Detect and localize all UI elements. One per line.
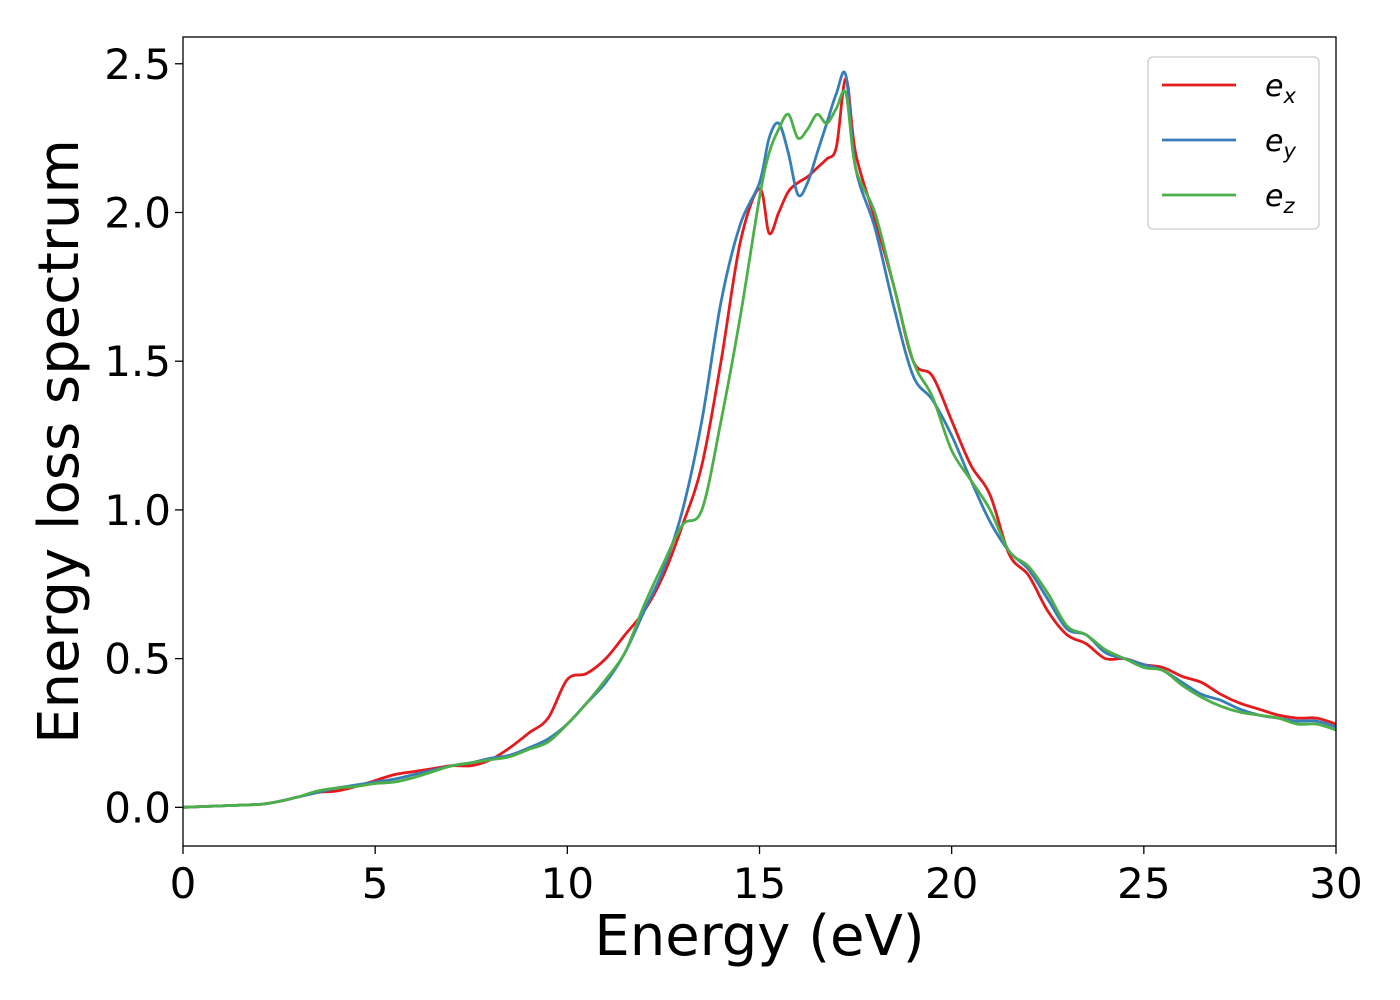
x-axis-ticks: 0 5 10 15 20 25 30 xyxy=(170,846,1363,908)
series-line-ez xyxy=(183,89,1336,809)
legend-label-ez: ez xyxy=(1265,179,1295,218)
series-lines xyxy=(183,70,1336,809)
x-tick-label: 25 xyxy=(1117,859,1170,908)
legend-box xyxy=(1147,56,1320,230)
x-tick-label: 0 xyxy=(170,859,197,908)
y-tick-label: 0.5 xyxy=(104,635,171,684)
y-tick-label: 0.0 xyxy=(104,783,171,832)
y-tick-label: 1.0 xyxy=(104,486,171,535)
legend-label-ex: ex xyxy=(1265,69,1296,108)
legend: ex ey ez xyxy=(1147,56,1320,230)
y-axis-label: Energy loss spectrum xyxy=(27,139,92,744)
y-tick-label: 2.5 xyxy=(104,40,171,89)
x-axis-label: Energy (eV) xyxy=(594,904,924,969)
x-tick-label: 20 xyxy=(925,859,978,908)
legend-label-ey: ey xyxy=(1265,124,1296,163)
x-tick-label: 10 xyxy=(541,859,594,908)
y-tick-label: 1.5 xyxy=(104,337,171,386)
x-tick-label: 5 xyxy=(362,859,389,908)
y-tick-label: 2.0 xyxy=(104,188,171,237)
y-axis-ticks: 0.0 0.5 1.0 1.5 2.0 2.5 xyxy=(104,40,183,832)
x-tick-label: 30 xyxy=(1309,859,1362,908)
x-tick-label: 15 xyxy=(733,859,786,908)
